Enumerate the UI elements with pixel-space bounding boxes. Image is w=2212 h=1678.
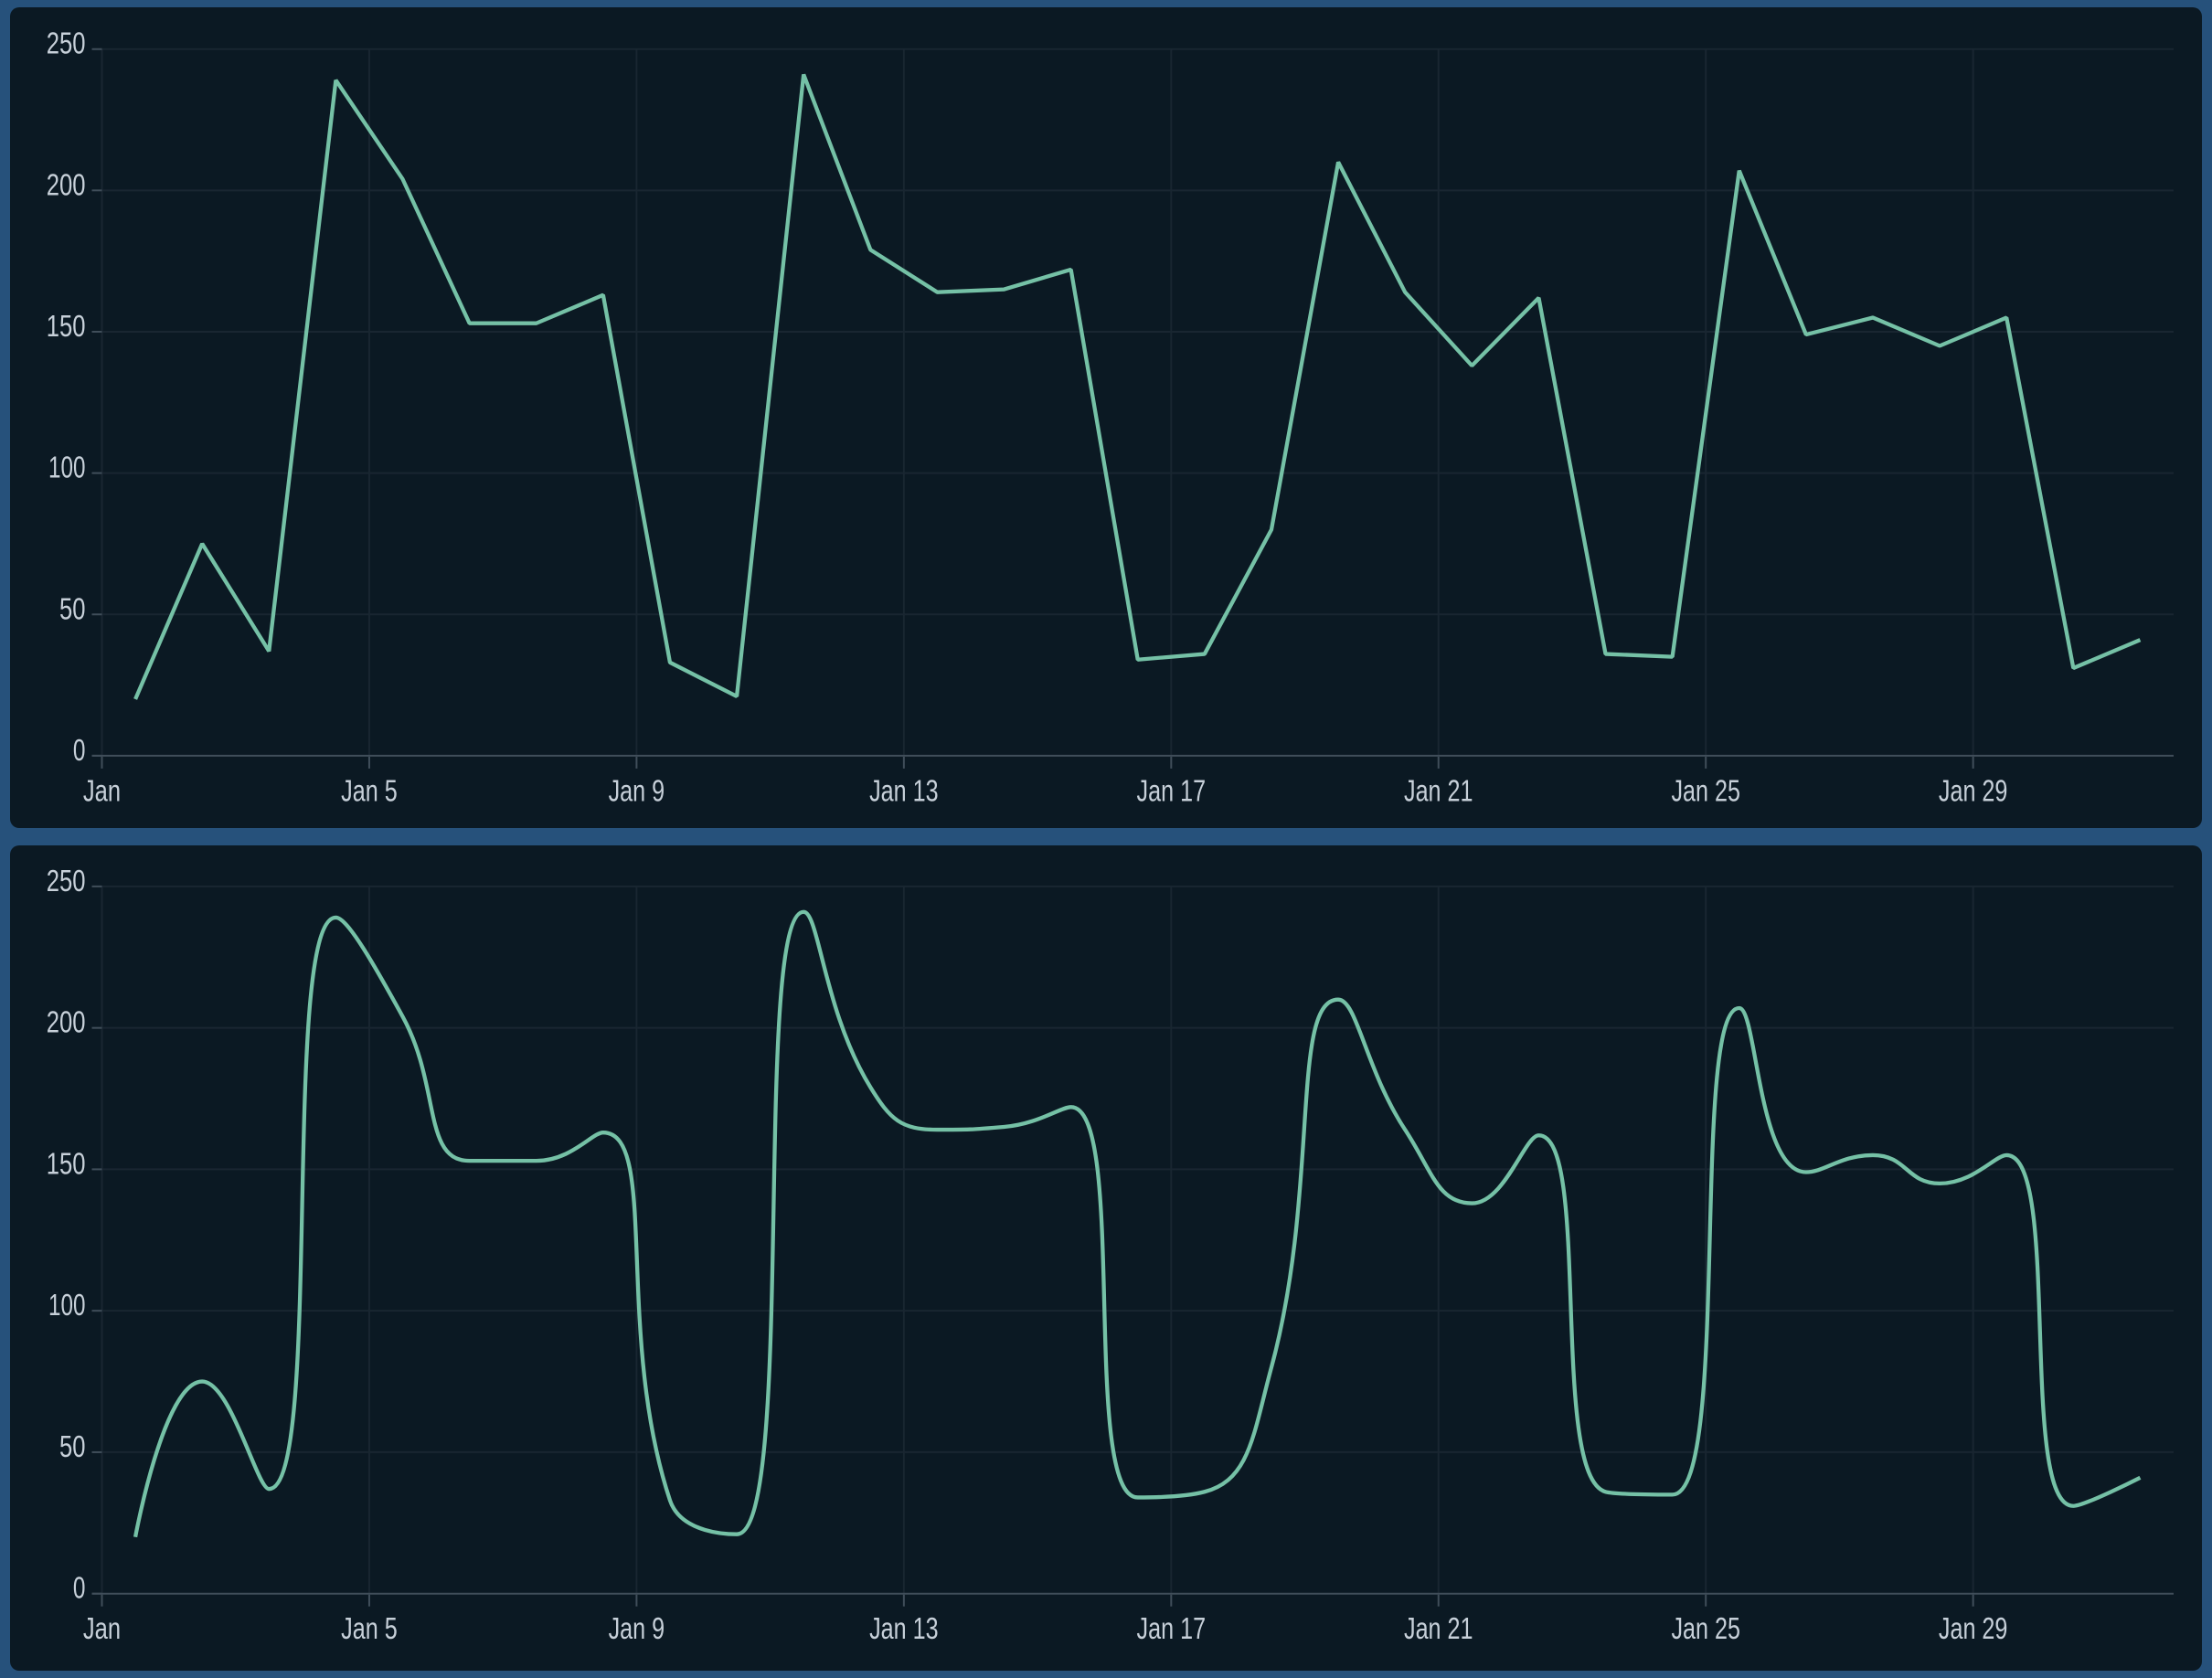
svg-text:Jan 5: Jan 5 (341, 773, 398, 807)
svg-text:Jan 9: Jan 9 (608, 773, 665, 807)
svg-text:Jan: Jan (82, 1611, 120, 1645)
svg-text:Jan 25: Jan 25 (1671, 773, 1739, 807)
svg-text:Jan 29: Jan 29 (1938, 773, 2006, 807)
svg-text:50: 50 (59, 591, 85, 625)
svg-text:100: 100 (48, 450, 85, 483)
svg-text:Jan 17: Jan 17 (1136, 773, 1205, 807)
svg-text:Jan 13: Jan 13 (869, 1611, 938, 1645)
svg-text:Jan 21: Jan 21 (1404, 773, 1473, 807)
svg-text:200: 200 (46, 167, 85, 201)
svg-text:Jan 29: Jan 29 (1938, 1611, 2006, 1645)
svg-text:0: 0 (72, 732, 85, 766)
svg-text:Jan 17: Jan 17 (1136, 1611, 1205, 1645)
svg-text:Jan 5: Jan 5 (341, 1611, 398, 1645)
svg-text:250: 250 (46, 863, 85, 897)
svg-text:200: 200 (46, 1004, 85, 1038)
svg-text:Jan 21: Jan 21 (1404, 1611, 1473, 1645)
svg-text:50: 50 (59, 1429, 85, 1463)
svg-text:150: 150 (46, 1146, 85, 1180)
svg-text:0: 0 (72, 1570, 85, 1604)
svg-text:100: 100 (48, 1288, 85, 1322)
svg-text:Jan: Jan (82, 773, 120, 807)
svg-text:Jan 13: Jan 13 (869, 773, 938, 807)
svg-text:Jan 25: Jan 25 (1671, 1611, 1739, 1645)
svg-text:Jan 9: Jan 9 (608, 1611, 665, 1645)
svg-text:150: 150 (46, 309, 85, 343)
svg-text:250: 250 (46, 26, 85, 59)
